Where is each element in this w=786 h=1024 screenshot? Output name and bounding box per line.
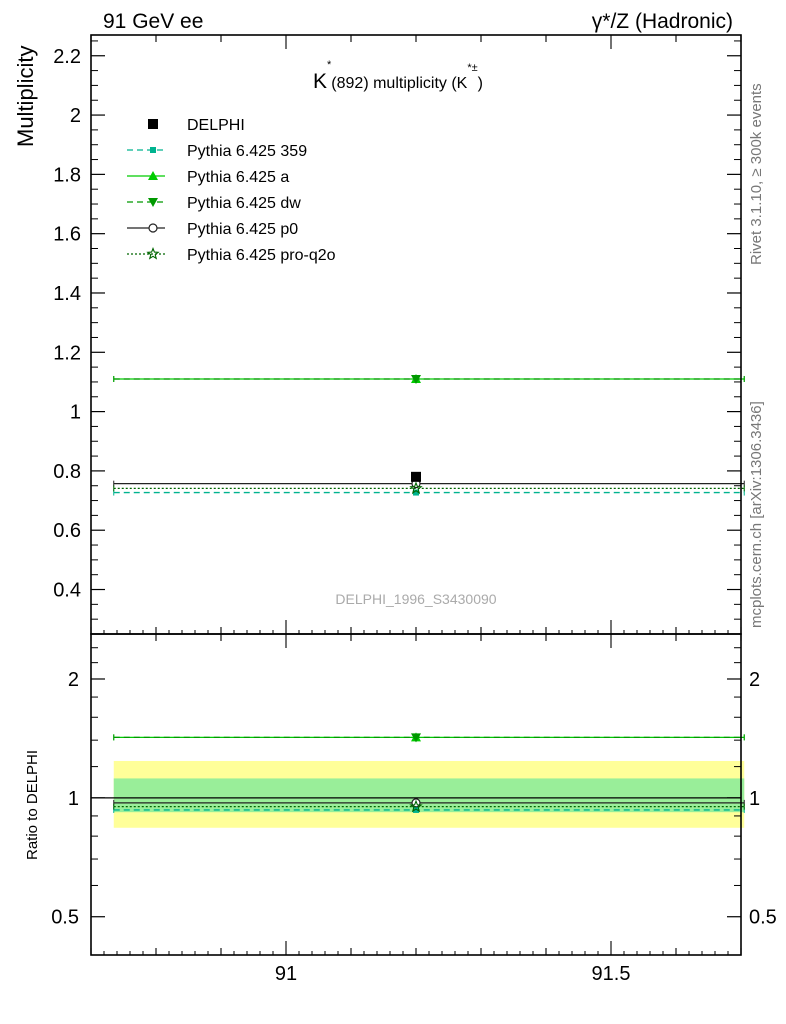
ratio-marker-0 <box>413 806 419 813</box>
legend-label-2: Pythia 6.425 a <box>187 169 289 186</box>
ratio-marker-4 <box>409 799 423 813</box>
legend-marker-1 <box>150 147 156 153</box>
series-marker-4 <box>409 481 423 495</box>
ratio-ytick-label-left-2: 2 <box>68 669 79 691</box>
ratio-ytick-label-right-1: 1 <box>749 788 760 810</box>
legend-label-4: Pythia 6.425 p0 <box>187 221 298 238</box>
title-main: K <box>313 70 327 93</box>
title-super: * <box>327 59 332 71</box>
title-rest: (892) multiplicity (K <box>331 75 467 92</box>
ratio-ytick-label-left-1: 1 <box>68 788 79 810</box>
series-marker-2 <box>411 374 421 384</box>
ratio-ytick-label-right-0: 0.5 <box>749 907 777 929</box>
ratio-y-axis-label: Ratio to DELPHI <box>24 750 41 860</box>
xtick-label-1: 91.5 <box>592 963 631 985</box>
legend-marker-5 <box>146 246 160 260</box>
header-left-label: 91 GeV ee <box>103 10 203 33</box>
legend-label-0: DELPHI <box>187 117 245 134</box>
series-marker-0 <box>413 489 419 496</box>
main-ytick-label-3: 1 <box>70 402 81 424</box>
rivet-version-label: Rivet 3.1.10, ≥ 300k events <box>748 83 765 265</box>
main-y-axis-label: Multiplicity <box>13 46 38 147</box>
main-ytick-label-9: 2.2 <box>53 46 81 68</box>
main-ytick-label-2: 0.8 <box>53 461 81 483</box>
header-right-label: γ*/Z (Hadronic) <box>592 10 733 33</box>
legend-marker-4 <box>148 223 158 233</box>
title-close: ) <box>478 75 483 92</box>
main-ytick-label-0: 0.4 <box>53 580 81 602</box>
main-ytick-label-1: 0.6 <box>53 520 81 542</box>
main-ytick-label-6: 1.6 <box>53 224 81 246</box>
legend-label-3: Pythia 6.425 dw <box>187 195 301 212</box>
xtick-label-0: 91 <box>275 963 297 985</box>
ratio-ytick-label-right-2: 2 <box>749 669 760 691</box>
main-ytick-label-8: 2 <box>70 105 81 127</box>
main-ytick-label-7: 1.8 <box>53 164 81 186</box>
legend-label-5: Pythia 6.425 pro-q2o <box>187 247 336 264</box>
analysis-id-label: DELPHI_1996_S3430090 <box>335 591 496 607</box>
ratio-marker-2 <box>411 733 421 743</box>
title-super2: *± <box>467 62 477 74</box>
legend-label-1: Pythia 6.425 359 <box>187 143 307 160</box>
ratio-ytick-label-left-0: 0.5 <box>51 907 79 929</box>
main-ytick-label-4: 1.2 <box>53 342 81 364</box>
source-label: mcplots.cern.ch [arXiv:1306.3436] <box>748 401 765 628</box>
chart-title: K* (892) multiplicity (K*±) <box>313 59 483 93</box>
legend-marker-3 <box>148 198 158 207</box>
legend-marker-0 <box>148 119 158 129</box>
main-ytick-label-5: 1.4 <box>53 283 81 305</box>
ratio-band-inner <box>113 778 745 813</box>
data-point-delphi <box>411 471 421 482</box>
legend-marker-2 <box>148 171 158 180</box>
